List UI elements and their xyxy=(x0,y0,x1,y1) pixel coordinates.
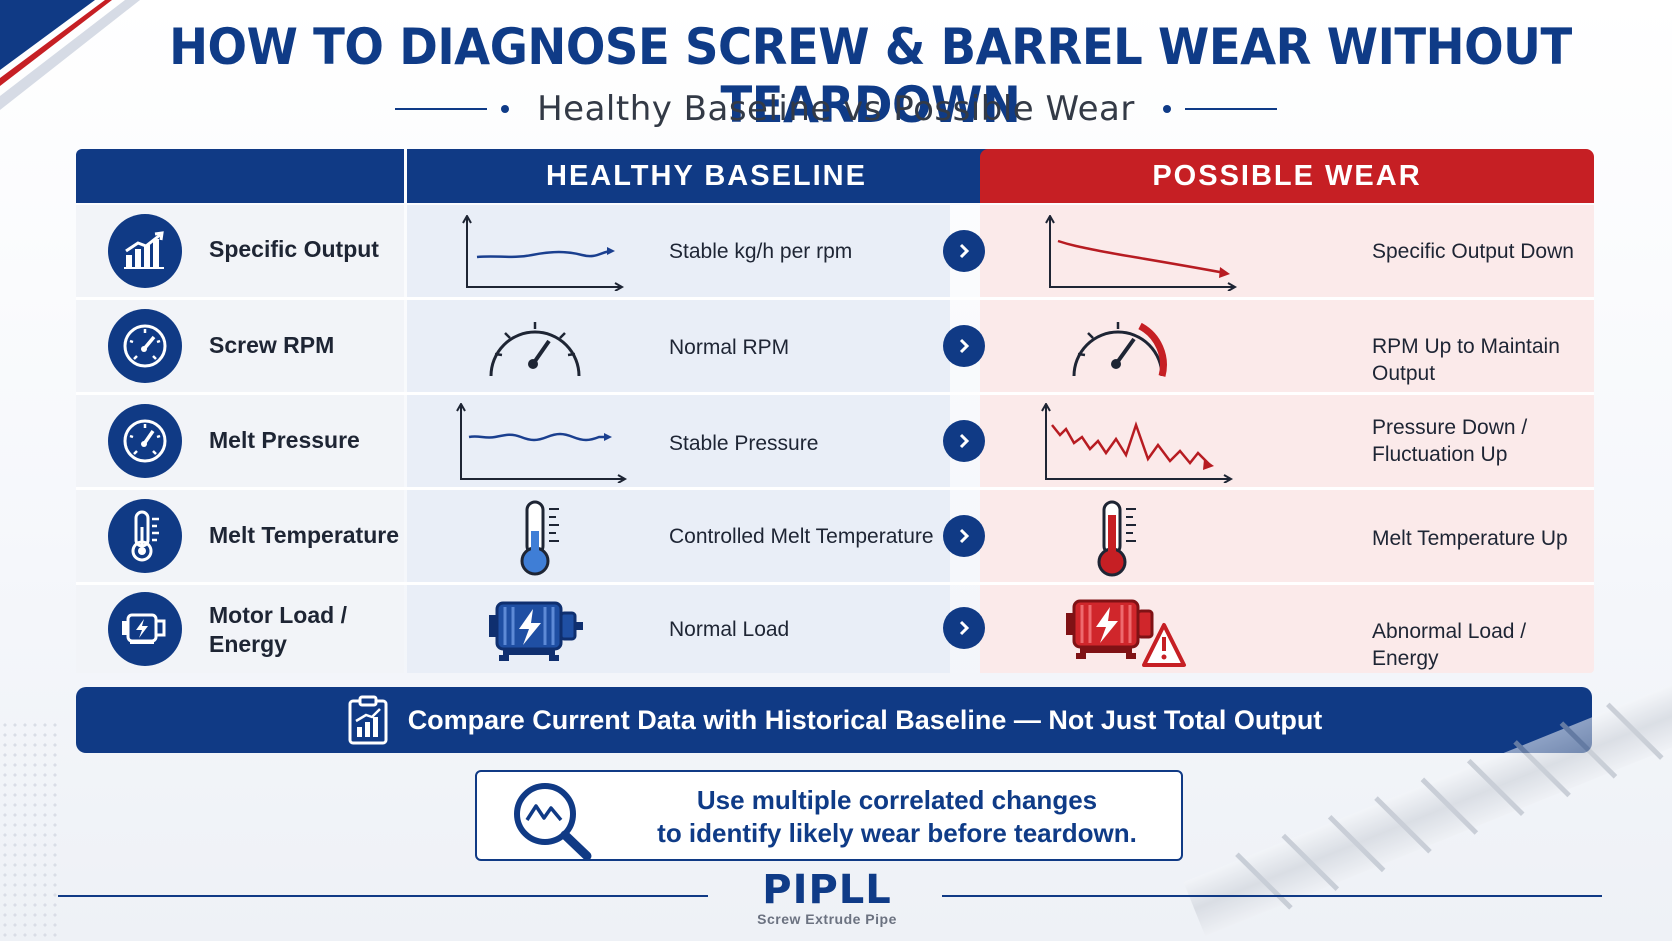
row-label: Screw RPM xyxy=(209,332,335,358)
row-label: Specific Output xyxy=(209,236,379,262)
chevron-right-icon xyxy=(943,230,985,272)
row-divider xyxy=(76,392,1594,395)
row-label: Melt Temperature xyxy=(209,522,400,548)
logo-tagline: Screw Extrude Pipe xyxy=(757,911,897,927)
screw-decoration xyxy=(1112,681,1672,941)
row-divider xyxy=(76,297,1594,300)
healthy-text: Normal Load xyxy=(669,618,790,641)
healthy-cell: Stable kg/h per rpm xyxy=(407,205,950,297)
wear-text: Pressure Down / Fluctuation Up xyxy=(1372,414,1527,468)
page-title: HOW TO DIAGNOSE SCREW & BARREL WEAR WITH… xyxy=(169,18,1572,134)
row-melt-temperature: Melt Temperature Controlled Melt Tempera… xyxy=(76,490,1594,582)
subtitle-dot-left xyxy=(501,105,510,113)
wear-cell: Melt Temperature Up xyxy=(980,490,1594,582)
wave-line-chart-icon xyxy=(456,403,628,483)
chevron-right-icon xyxy=(943,325,985,367)
label-cell: Melt Temperature xyxy=(76,490,404,582)
healthy-cell: Normal Load xyxy=(407,585,950,673)
subtitle-rule-left xyxy=(395,108,488,110)
logo-name: PIPLL xyxy=(762,867,892,913)
row-divider xyxy=(76,582,1594,585)
gauge-icon xyxy=(108,309,182,383)
label-cell: Motor Load / Energy xyxy=(76,585,404,673)
thermometer-icon xyxy=(108,499,182,573)
label-cell: Melt Pressure xyxy=(76,395,404,487)
motor-icon xyxy=(108,592,182,666)
wear-text-line2: Fluctuation Up xyxy=(1372,443,1508,466)
subtitle-rule-right xyxy=(1184,108,1277,110)
banner-text: Compare Current Data with Historical Bas… xyxy=(407,704,1323,735)
bar-chart-up-icon xyxy=(108,214,182,288)
wear-text: Specific Output Down xyxy=(1372,240,1574,263)
motor-icon xyxy=(489,601,583,661)
row-label: Motor Load / Energy xyxy=(209,601,347,659)
column-header-wear: POSSIBLE WEAR xyxy=(980,149,1594,203)
wear-cell: RPM Up to Maintain Output xyxy=(980,300,1594,392)
thermometer-high-icon xyxy=(1097,500,1136,577)
label-cell: Specific Output xyxy=(76,205,404,297)
declining-line-chart-icon xyxy=(1045,215,1238,291)
subtitle-row: Healthy Baseline vs Possible Wear xyxy=(0,86,1672,132)
healthy-text: Stable kg/h per rpm xyxy=(669,240,853,263)
row-screw-rpm: Screw RPM Normal RPM RPM Up to Maintain … xyxy=(76,300,1594,392)
footer-rule-left xyxy=(58,895,708,897)
row-divider xyxy=(76,487,1594,490)
page-subtitle: Healthy Baseline vs Possible Wear xyxy=(537,89,1135,129)
pressure-gauge-icon xyxy=(108,404,182,478)
wear-text: RPM Up to Maintain Output xyxy=(1372,335,1560,385)
tip-text: Use multiple correlated changes to ident… xyxy=(617,784,1177,850)
chevron-right-icon xyxy=(943,607,985,649)
clipboard-chart-icon xyxy=(348,695,388,745)
wear-cell: Abnormal Load / Energy xyxy=(980,585,1594,673)
row-specific-output: Specific Output Stable kg/h per rpm Spec… xyxy=(76,205,1594,297)
magnifier-chart-icon xyxy=(514,783,592,860)
flat-line-chart-icon xyxy=(462,215,625,291)
wear-cell: Specific Output Down xyxy=(980,205,1594,297)
label-cell: Screw RPM xyxy=(76,300,404,392)
chevron-right-icon xyxy=(943,515,985,557)
healthy-text: Controlled Melt Temperature xyxy=(669,525,934,548)
chevron-right-icon xyxy=(943,420,985,462)
row-label: Melt Pressure xyxy=(209,427,360,453)
tip-text-line2: to identify likely wear before teardown. xyxy=(657,818,1137,848)
healthy-cell: Controlled Melt Temperature xyxy=(407,490,950,582)
motor-warning-icon xyxy=(1066,599,1186,667)
footer-rule-right xyxy=(942,895,1602,897)
row-label-line2: Energy xyxy=(209,631,287,657)
tip-text-line1: Use multiple correlated changes xyxy=(696,785,1098,815)
wear-cell: Pressure Down / Fluctuation Up xyxy=(980,395,1594,487)
comparison-table: HEALTHY BASELINE POSSIBLE WEAR Specific … xyxy=(76,149,1594,675)
dot-pattern-decoration xyxy=(0,720,60,940)
healthy-text: Stable Pressure xyxy=(669,432,819,455)
comparison-banner: Compare Current Data with Historical Bas… xyxy=(76,687,1592,753)
gauge-icon xyxy=(489,322,581,377)
healthy-cell: Normal RPM xyxy=(407,300,950,392)
brand-logo: PIPLL Screw Extrude Pipe xyxy=(742,869,912,927)
header-blank-cell xyxy=(76,149,404,203)
row-label-line1: Motor Load / xyxy=(209,602,347,628)
wear-text: Abnormal Load / Energy xyxy=(1372,620,1527,670)
row-melt-pressure: Melt Pressure Stable Pressure Pressure D… xyxy=(76,395,1594,487)
thermometer-low-icon xyxy=(520,500,559,576)
fluctuating-line-chart-icon xyxy=(1041,403,1234,483)
healthy-cell: Stable Pressure xyxy=(407,395,950,487)
row-motor-load: Motor Load / Energy Normal Load xyxy=(76,585,1594,673)
healthy-text: Normal RPM xyxy=(669,336,790,359)
subtitle-dot-right xyxy=(1162,105,1171,113)
column-header-healthy: HEALTHY BASELINE xyxy=(407,149,1026,203)
wear-text: Melt Temperature Up xyxy=(1372,527,1568,550)
tip-box: Use multiple correlated changes to ident… xyxy=(475,770,1183,861)
wear-text-line1: Pressure Down / xyxy=(1372,416,1528,439)
corner-stripe-decoration xyxy=(0,0,140,160)
gauge-high-icon xyxy=(1072,322,1167,377)
